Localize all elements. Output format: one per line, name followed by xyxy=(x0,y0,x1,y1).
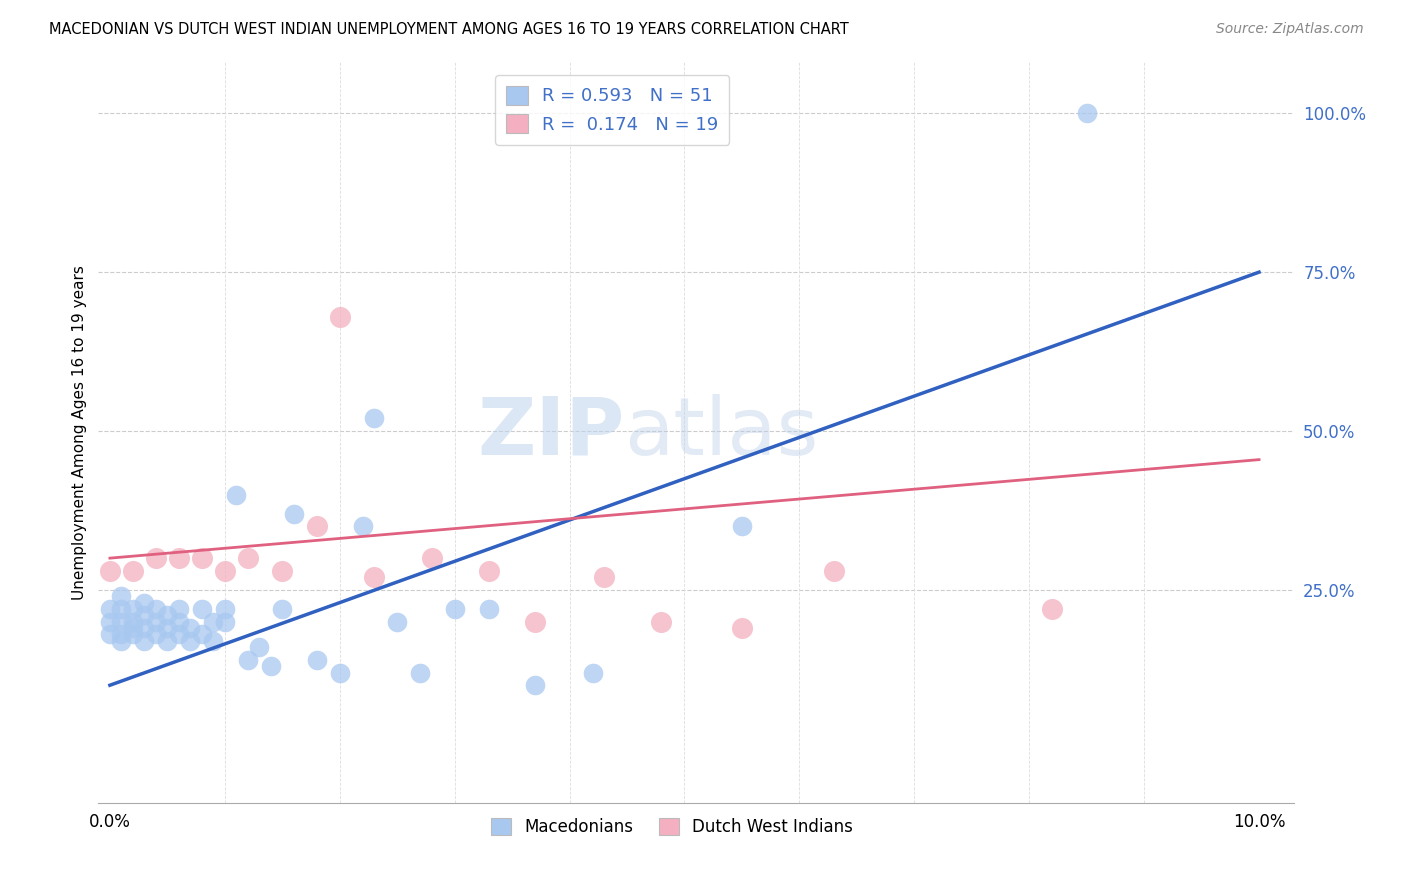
Point xyxy=(236,551,259,566)
Point xyxy=(420,551,443,566)
Point xyxy=(122,564,145,578)
Point xyxy=(145,602,167,616)
Point xyxy=(156,608,179,623)
Point xyxy=(134,633,156,648)
Point xyxy=(1076,106,1098,120)
Text: Source: ZipAtlas.com: Source: ZipAtlas.com xyxy=(1216,22,1364,37)
Point xyxy=(145,551,167,566)
Point xyxy=(167,551,190,566)
Point xyxy=(271,602,294,616)
Point xyxy=(581,665,603,680)
Point xyxy=(478,564,501,578)
Point xyxy=(363,570,385,584)
Point xyxy=(593,570,616,584)
Point xyxy=(214,602,236,616)
Point xyxy=(98,602,121,616)
Point xyxy=(167,615,190,629)
Point xyxy=(202,633,225,648)
Point xyxy=(247,640,270,654)
Y-axis label: Unemployment Among Ages 16 to 19 years: Unemployment Among Ages 16 to 19 years xyxy=(72,265,87,600)
Point xyxy=(167,627,190,641)
Point xyxy=(110,615,132,629)
Point xyxy=(214,615,236,629)
Point xyxy=(385,615,409,629)
Point xyxy=(409,665,432,680)
Point xyxy=(122,615,145,629)
Point xyxy=(214,564,236,578)
Point xyxy=(305,653,328,667)
Point xyxy=(225,487,247,501)
Text: atlas: atlas xyxy=(624,393,818,472)
Point xyxy=(524,615,547,629)
Point xyxy=(443,602,465,616)
Point xyxy=(110,602,132,616)
Point xyxy=(352,519,374,533)
Text: ZIP: ZIP xyxy=(477,393,624,472)
Point xyxy=(134,621,156,635)
Point xyxy=(202,615,225,629)
Legend: Macedonians, Dutch West Indians: Macedonians, Dutch West Indians xyxy=(485,811,859,843)
Point xyxy=(731,621,754,635)
Point xyxy=(283,507,305,521)
Point xyxy=(524,678,547,692)
Point xyxy=(110,589,132,603)
Point xyxy=(329,310,352,324)
Point xyxy=(478,602,501,616)
Text: MACEDONIAN VS DUTCH WEST INDIAN UNEMPLOYMENT AMONG AGES 16 TO 19 YEARS CORRELATI: MACEDONIAN VS DUTCH WEST INDIAN UNEMPLOY… xyxy=(49,22,849,37)
Point xyxy=(271,564,294,578)
Point xyxy=(145,615,167,629)
Point xyxy=(98,627,121,641)
Point xyxy=(236,653,259,667)
Point xyxy=(179,621,201,635)
Point xyxy=(363,411,385,425)
Point xyxy=(156,633,179,648)
Point xyxy=(122,627,145,641)
Point xyxy=(98,564,121,578)
Point xyxy=(134,596,156,610)
Point xyxy=(156,621,179,635)
Point xyxy=(110,633,132,648)
Point xyxy=(179,633,201,648)
Point xyxy=(305,519,328,533)
Point xyxy=(823,564,845,578)
Point xyxy=(98,615,121,629)
Point xyxy=(731,519,754,533)
Point xyxy=(122,621,145,635)
Point xyxy=(122,602,145,616)
Point xyxy=(329,665,352,680)
Point xyxy=(145,627,167,641)
Point xyxy=(134,608,156,623)
Point xyxy=(191,627,214,641)
Point xyxy=(260,659,283,673)
Point xyxy=(110,627,132,641)
Point xyxy=(191,602,214,616)
Point xyxy=(191,551,214,566)
Point xyxy=(650,615,672,629)
Point xyxy=(1040,602,1063,616)
Point xyxy=(167,602,190,616)
